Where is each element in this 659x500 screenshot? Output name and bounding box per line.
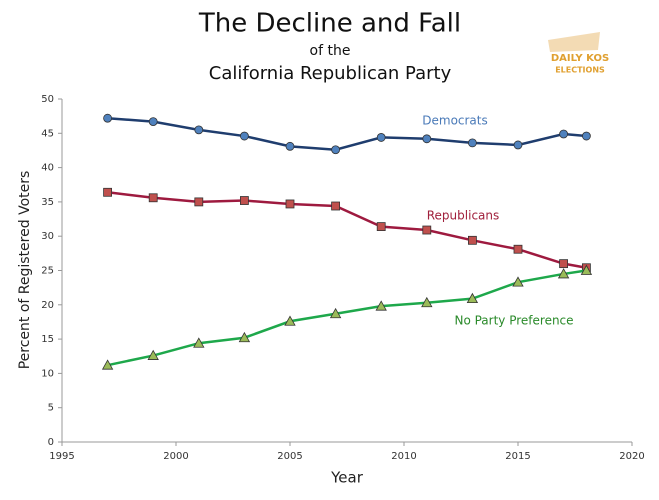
marker	[194, 125, 204, 135]
marker	[466, 292, 479, 304]
marker	[103, 113, 112, 123]
marker	[580, 264, 593, 275]
marker	[285, 199, 295, 209]
series-line	[107, 191, 587, 269]
x-tick-label: 2020	[619, 451, 644, 462]
series-label: No Party Preference	[454, 314, 573, 328]
chart-title: The Decline and Fall	[198, 9, 461, 39]
x-tick-label: 1995	[49, 451, 74, 462]
marker	[148, 117, 158, 127]
y-axis-label: Percent of Registered Voters	[17, 171, 33, 370]
y-tick-label: 15	[41, 334, 54, 345]
series-line	[107, 116, 587, 152]
marker	[582, 131, 591, 141]
marker	[329, 307, 342, 319]
x-tick-label: 2015	[505, 451, 530, 462]
marker	[512, 276, 524, 287]
series-label: Democrats	[422, 114, 488, 128]
y-tick-label: 35	[41, 197, 54, 208]
marker	[513, 244, 523, 254]
chart-subtitle: California Republican Party	[209, 63, 452, 84]
marker	[238, 331, 251, 343]
marker	[239, 131, 249, 141]
marker	[285, 141, 295, 151]
x-tick-label: 2000	[163, 451, 188, 462]
y-tick-label: 25	[41, 266, 54, 277]
y-tick-label: 30	[41, 231, 54, 242]
marker	[467, 138, 477, 148]
marker	[147, 349, 159, 360]
marker	[103, 187, 112, 197]
series-label: Republicans	[427, 209, 500, 223]
marker	[559, 259, 568, 269]
marker	[559, 129, 568, 139]
marker	[376, 133, 386, 142]
marker	[148, 193, 158, 203]
marker	[513, 140, 523, 150]
marker	[194, 197, 204, 207]
marker	[376, 222, 386, 231]
marker	[467, 235, 477, 245]
marker	[331, 201, 341, 211]
marker	[375, 300, 387, 311]
y-tick-label: 5	[48, 403, 54, 414]
y-tick-label: 50	[41, 94, 54, 105]
marker	[331, 145, 341, 155]
logo-flag	[548, 32, 600, 52]
y-tick-label: 45	[41, 128, 54, 139]
marker	[239, 196, 249, 205]
marker	[422, 134, 432, 144]
x-tick-label: 2005	[277, 451, 302, 462]
marker	[193, 337, 205, 348]
x-tick-label: 2010	[391, 451, 416, 462]
x-axis-label: Year	[330, 469, 364, 487]
logo-text: DAILY KOS	[551, 53, 609, 64]
y-tick-label: 20	[41, 300, 54, 311]
logo: DAILY KOS ELECTIONS	[548, 32, 609, 75]
marker	[101, 359, 114, 370]
marker	[422, 225, 432, 235]
chart-subtitle: of the	[310, 43, 351, 59]
y-tick-label: 10	[41, 368, 54, 379]
series-line	[107, 269, 587, 367]
marker	[284, 315, 296, 326]
y-tick-label: 0	[48, 437, 54, 448]
marker	[421, 296, 433, 308]
y-tick-label: 40	[41, 163, 54, 174]
logo-text: ELECTIONS	[555, 66, 605, 75]
marker	[557, 268, 570, 279]
